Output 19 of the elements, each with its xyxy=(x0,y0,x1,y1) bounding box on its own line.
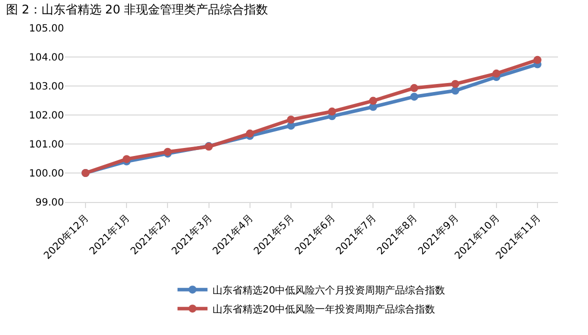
y-tick-label: 103.00 xyxy=(29,82,64,92)
point xyxy=(369,96,378,105)
point xyxy=(533,56,542,64)
point xyxy=(451,80,460,88)
point xyxy=(410,92,418,101)
y-tick-label: 102.00 xyxy=(29,110,64,122)
y-tick-label: 101.00 xyxy=(29,140,64,150)
y-tick-label: 105.00 xyxy=(29,24,64,34)
chart-title: 图 2：山东省精选 20 非现金管理类产品综合指数 xyxy=(6,2,268,16)
point xyxy=(410,84,418,92)
point xyxy=(328,108,336,116)
point xyxy=(451,86,460,95)
point xyxy=(286,116,295,124)
y-tick-label: 100.00 xyxy=(29,168,64,180)
y-tick-label: 99.00 xyxy=(35,198,64,208)
y-tick-label: 104.00 xyxy=(29,52,64,64)
legend-label: 山东省精选20中低风险六个月投资周期产品综合指数 xyxy=(212,284,446,296)
point xyxy=(492,70,500,78)
legend-label: 山东省精选20中低风险一年投资周期产品综合指数 xyxy=(212,303,436,316)
